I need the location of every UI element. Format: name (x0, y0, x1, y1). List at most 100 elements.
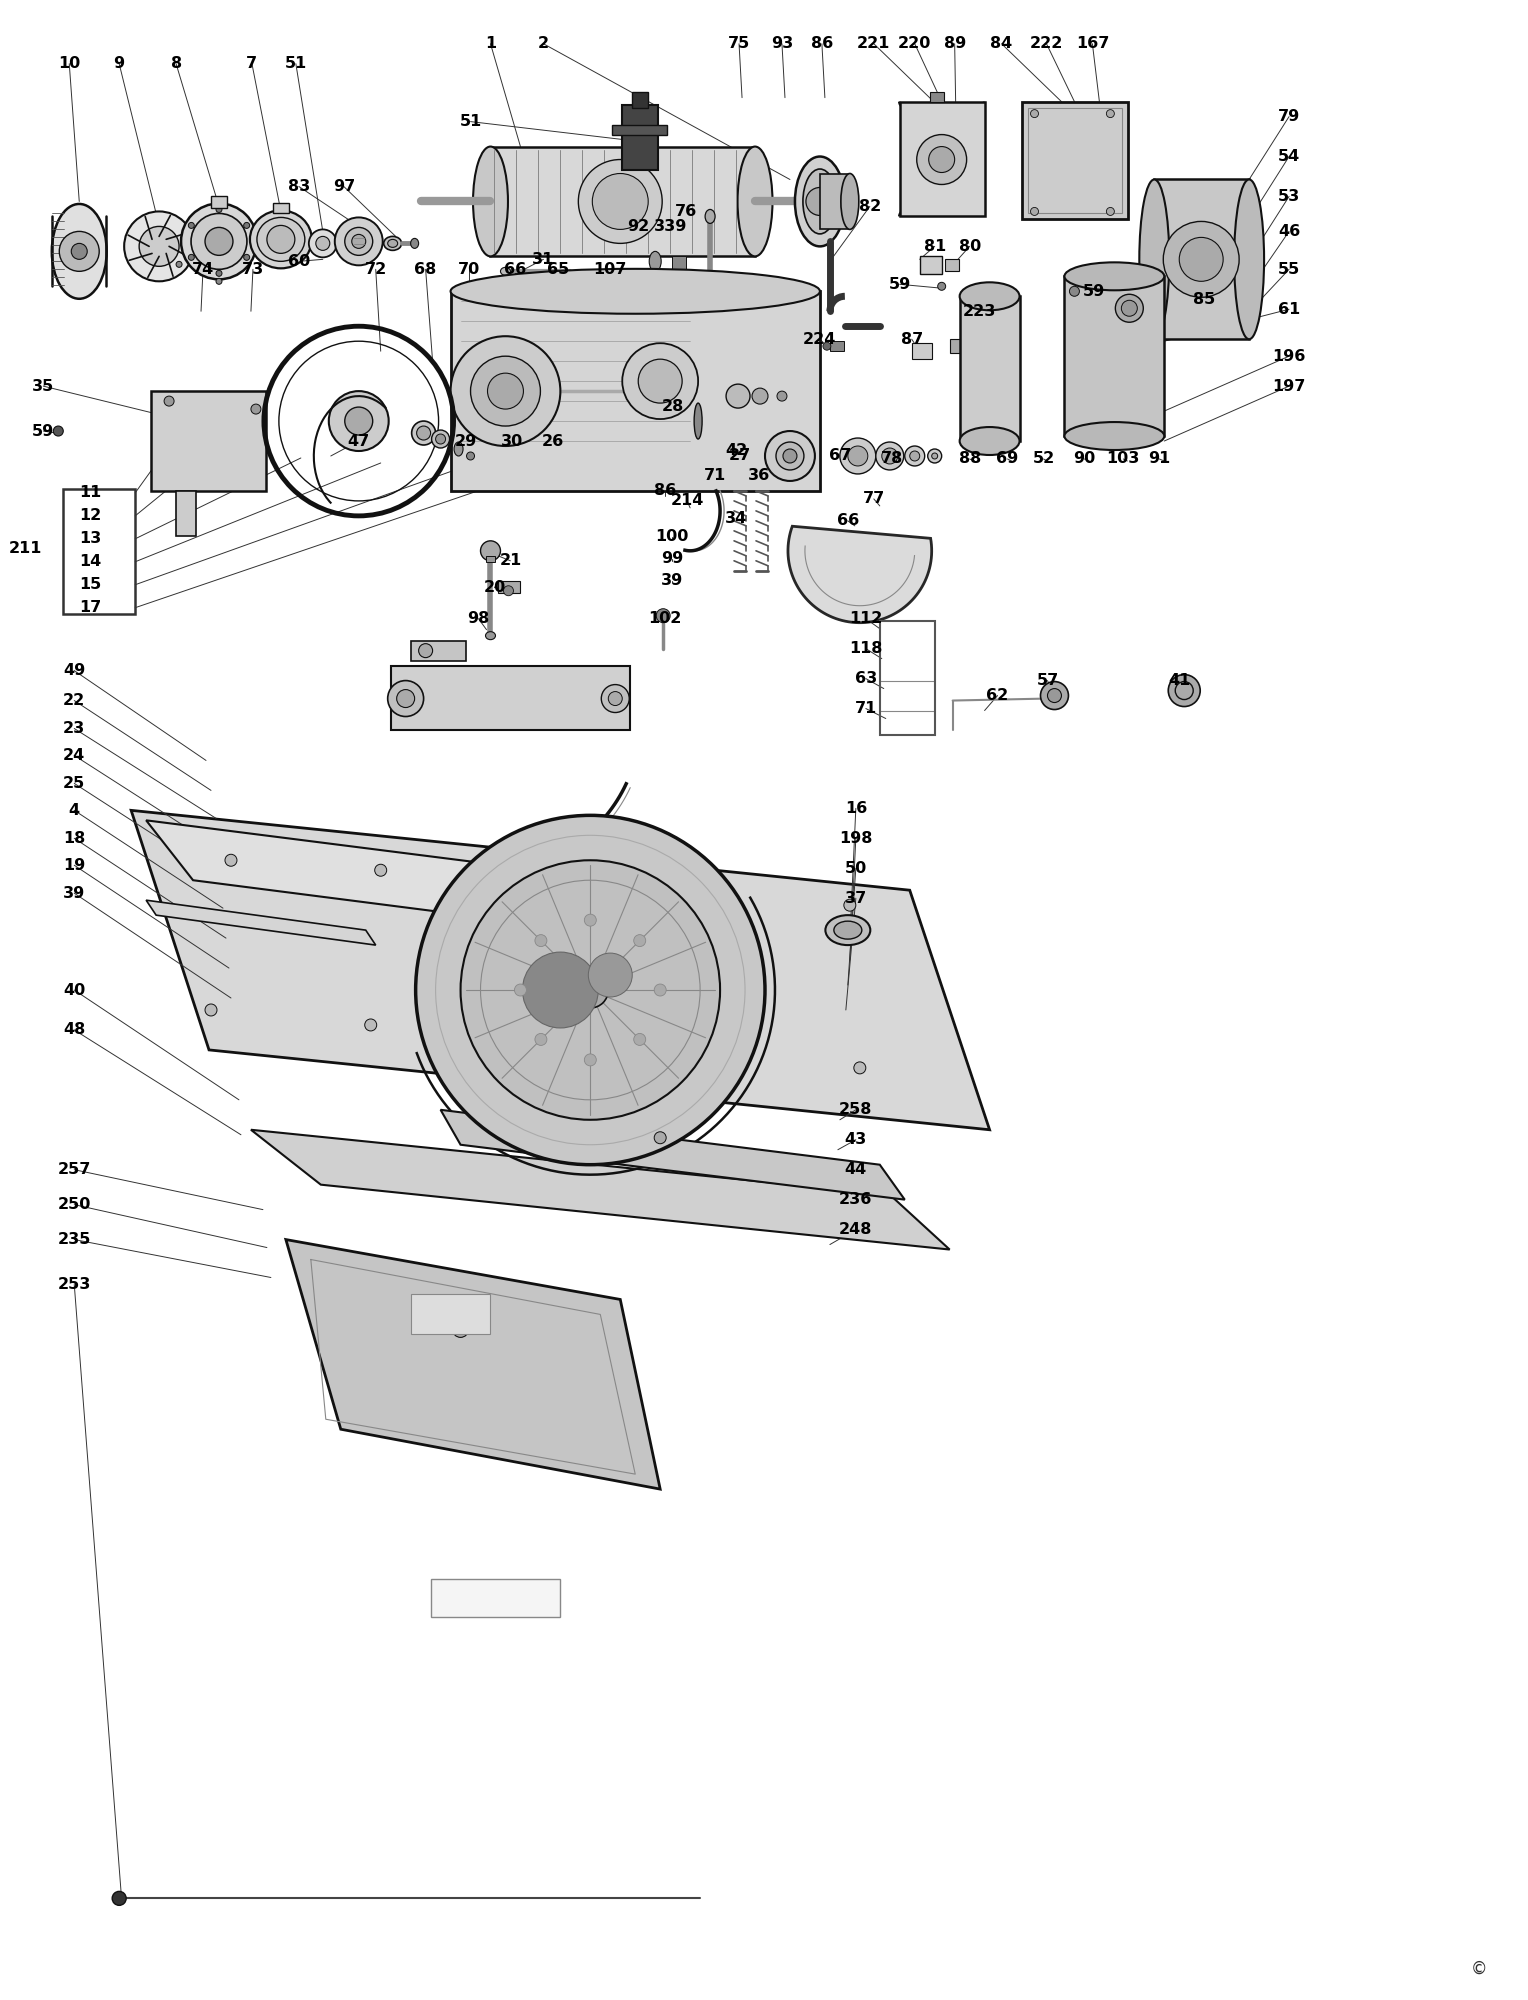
Bar (391, 666, 630, 730)
Text: 9: 9 (113, 56, 125, 72)
Text: 55: 55 (1277, 262, 1300, 276)
Text: 118: 118 (850, 642, 883, 656)
Circle shape (416, 816, 766, 1164)
Text: 221: 221 (857, 36, 891, 52)
Circle shape (656, 608, 671, 622)
Text: 35: 35 (32, 378, 55, 394)
Text: 43: 43 (845, 1132, 866, 1148)
Ellipse shape (1235, 180, 1264, 340)
Polygon shape (788, 526, 932, 622)
Bar (498, 580, 521, 592)
Circle shape (53, 426, 63, 436)
Circle shape (243, 254, 249, 260)
Text: 59: 59 (1083, 284, 1106, 298)
Text: 16: 16 (845, 800, 866, 816)
Text: 80: 80 (958, 238, 981, 254)
Text: 253: 253 (58, 1276, 92, 1292)
Text: 50: 50 (845, 860, 866, 876)
Bar (274, 204, 289, 214)
Polygon shape (147, 900, 376, 946)
Text: 71: 71 (704, 468, 726, 484)
Text: 26: 26 (541, 434, 564, 448)
Ellipse shape (486, 632, 495, 640)
Circle shape (840, 438, 876, 474)
Polygon shape (286, 1240, 660, 1490)
Text: 65: 65 (547, 262, 570, 276)
Circle shape (843, 900, 856, 912)
Bar (451, 292, 821, 490)
Text: 167: 167 (1076, 36, 1109, 52)
Text: 54: 54 (1277, 150, 1300, 164)
Circle shape (654, 984, 666, 996)
Text: 82: 82 (859, 198, 882, 214)
Circle shape (634, 1034, 646, 1046)
Circle shape (466, 452, 475, 460)
Text: 66: 66 (504, 262, 527, 276)
Circle shape (243, 222, 249, 228)
Text: 222: 222 (1030, 36, 1063, 52)
Text: 21: 21 (500, 554, 521, 568)
Text: 28: 28 (662, 398, 685, 414)
Polygon shape (440, 1110, 905, 1200)
Circle shape (929, 146, 955, 172)
Text: 223: 223 (963, 304, 996, 318)
Text: 81: 81 (923, 238, 946, 254)
Bar (1027, 108, 1123, 214)
Circle shape (316, 236, 330, 250)
Text: 112: 112 (850, 612, 883, 626)
Text: 98: 98 (468, 612, 489, 626)
Ellipse shape (454, 442, 463, 456)
Circle shape (752, 388, 769, 404)
Circle shape (593, 174, 648, 230)
Ellipse shape (501, 268, 510, 276)
Circle shape (1041, 682, 1068, 710)
Bar (1154, 180, 1248, 340)
Circle shape (584, 914, 596, 926)
Circle shape (374, 864, 387, 876)
Circle shape (1030, 110, 1039, 118)
Text: 86: 86 (811, 36, 833, 52)
Text: 61: 61 (1277, 302, 1300, 316)
Text: 235: 235 (58, 1232, 92, 1248)
Bar (211, 196, 228, 208)
Text: 75: 75 (727, 36, 750, 52)
Text: 15: 15 (79, 578, 101, 592)
Ellipse shape (251, 210, 312, 268)
Circle shape (205, 1004, 217, 1016)
Text: 70: 70 (457, 262, 480, 276)
Text: 2: 2 (538, 36, 549, 52)
Text: 63: 63 (854, 672, 877, 686)
Text: 69: 69 (996, 452, 1019, 466)
Circle shape (523, 952, 599, 1028)
Circle shape (1180, 238, 1222, 282)
Circle shape (694, 1048, 706, 1060)
Bar (411, 640, 466, 660)
Polygon shape (251, 1130, 950, 1250)
Bar (176, 490, 196, 536)
Circle shape (351, 234, 365, 248)
Text: 62: 62 (987, 688, 1008, 704)
Text: 41: 41 (1167, 674, 1190, 688)
Ellipse shape (257, 218, 306, 262)
Text: 20: 20 (483, 580, 506, 596)
Text: 22: 22 (63, 694, 86, 708)
Circle shape (397, 690, 414, 708)
Ellipse shape (960, 282, 1019, 310)
Text: 87: 87 (900, 332, 923, 346)
Circle shape (1122, 300, 1137, 316)
Text: 51: 51 (460, 114, 481, 130)
Text: 13: 13 (79, 532, 101, 546)
Circle shape (882, 448, 898, 464)
Text: 1: 1 (484, 36, 497, 52)
Text: 248: 248 (839, 1222, 872, 1238)
Bar (490, 146, 755, 256)
Text: 97: 97 (333, 178, 354, 194)
Circle shape (927, 450, 941, 462)
Circle shape (694, 890, 706, 902)
Circle shape (215, 278, 222, 284)
Text: 17: 17 (79, 600, 101, 616)
Circle shape (824, 342, 831, 350)
Text: 49: 49 (63, 664, 86, 678)
Text: 42: 42 (724, 444, 747, 458)
Text: 73: 73 (241, 262, 264, 276)
